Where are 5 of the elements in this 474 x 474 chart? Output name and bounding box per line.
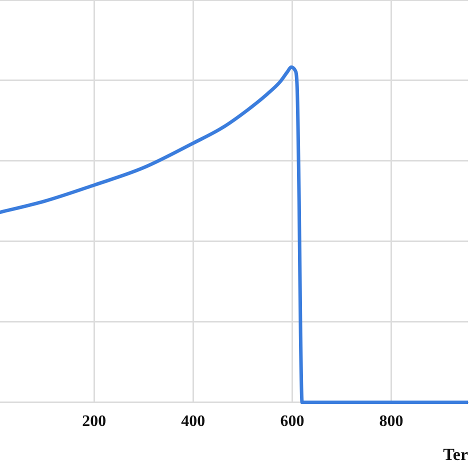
x-axis-title: Ter (443, 445, 468, 464)
x-tick-label: 200 (82, 413, 106, 430)
x-tick-label: 800 (379, 413, 404, 430)
x-tick-label: 400 (181, 413, 206, 430)
x-tick-label: 600 (280, 413, 304, 430)
